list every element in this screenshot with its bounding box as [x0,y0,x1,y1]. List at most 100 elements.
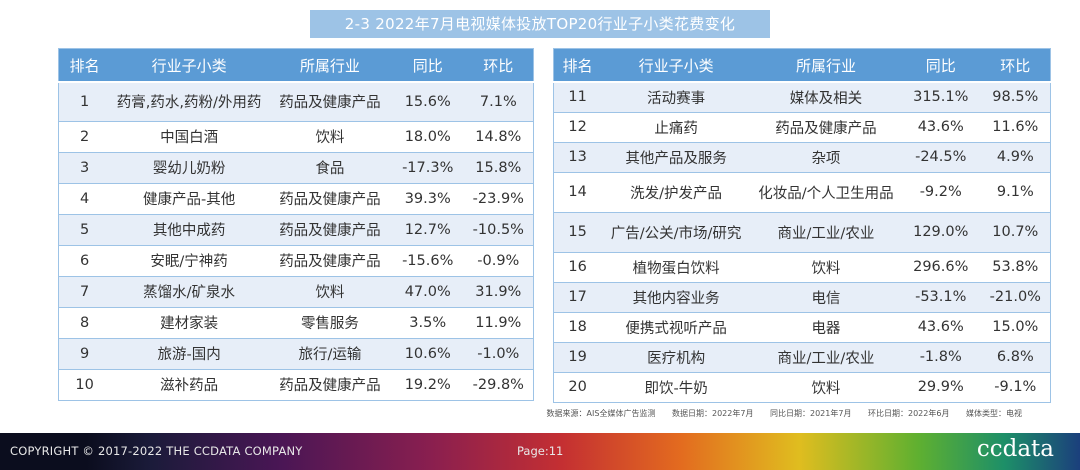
cell-mom: 4.9% [996,149,1034,165]
page-title: 2-3 2022年7月电视媒体投放TOP20行业子小类花费变化 [310,10,770,38]
table-row: 3 婴幼儿奶粉 食品 -17.3% 15.8% [58,152,534,183]
table-row: 15 广告/公关/市场/研究 商业/工业/农业 129.0% 10.7% [553,212,1051,252]
cell-yoy: 43.6% [917,119,964,135]
header-mom: 环比 [980,48,1051,83]
table-row: 9 旅游-国内 旅行/运输 10.6% -1.0% [58,338,534,369]
header-subcategory: 行业子小类 [110,48,269,83]
data-date-text: 数据日期：2022年7月 [672,409,754,418]
table-row: 5 其他中成药 药品及健康产品 12.7% -10.5% [58,214,534,245]
cell-yoy: -24.5% [915,149,967,165]
media-type-text: 媒体类型：电视 [966,409,1022,418]
cell-yoy: 19.2% [404,376,451,393]
cell-rank: 19 [568,349,587,365]
cell-yoy: 3.5% [409,314,447,331]
table-row: 2 中国白酒 饮料 18.0% 14.8% [58,121,534,152]
cell-subcategory: 婴幼儿奶粉 [152,161,226,177]
cell-subcategory: 中国白酒 [160,130,219,146]
cell-rank: 10 [75,376,94,393]
cell-subcategory: 药膏,药水,药粉/外用药 [116,95,262,112]
cell-yoy: 43.6% [917,319,964,335]
cell-industry: 药品及健康产品 [279,254,381,270]
cell-mom: -21.0% [989,289,1041,305]
cell-mom: 10.7% [992,224,1039,240]
ccdata-logo: ccdata [976,436,1054,462]
cell-mom: 7.1% [479,93,517,110]
cell-rank: 11 [568,89,587,106]
cell-industry: 商业/工业/农业 [777,350,875,367]
cell-industry: 旅行/运输 [298,347,362,363]
table-row: 7 蒸馏水/矿泉水 饮料 47.0% 31.9% [58,276,534,307]
source-note: 数据来源：AIS全媒体广告监测 数据日期：2022年7月 同比日期：2021年7… [533,408,1022,419]
table-row: 16 植物蛋白饮料 饮料 296.6% 53.8% [553,252,1051,282]
cell-yoy: 129.0% [913,224,969,240]
cell-yoy: 315.1% [913,89,969,106]
cell-yoy: 10.6% [404,345,451,362]
header-subcategory: 行业子小类 [601,48,752,83]
cell-rank: 1 [79,93,90,110]
cell-subcategory: 其他产品及服务 [625,150,727,167]
cell-industry: 药品及健康产品 [279,378,381,394]
cell-mom: 14.8% [475,128,522,145]
cell-mom: 9.1% [996,184,1034,200]
cell-yoy: 29.9% [917,379,964,395]
cell-subcategory: 其他内容业务 [632,290,720,307]
header-industry: 所属行业 [268,48,392,83]
cell-yoy: -1.8% [919,349,962,365]
cell-mom: -23.9% [472,190,524,207]
cell-rank: 20 [568,379,587,395]
cell-mom: 11.6% [992,119,1039,135]
ranking-table-right: 排名 行业子小类 所属行业 同比 环比 11 活动赛事 媒体及相关 315.1% 98.… [553,48,1051,403]
cell-yoy: 18.0% [404,128,451,145]
table-row: 18 便携式视听产品 电器 43.6% 15.0% [553,312,1051,342]
cell-industry: 药品及健康产品 [279,192,381,208]
cell-rank: 16 [568,259,587,275]
cell-industry: 饮料 [315,130,345,146]
cell-rank: 13 [568,149,587,165]
cell-mom: -10.5% [472,221,524,238]
table-row: 1 药膏,药水,药粉/外用药 药品及健康产品 15.6% 7.1% [58,82,534,121]
cell-yoy: -15.6% [402,252,454,269]
header-industry: 所属行业 [751,48,901,83]
cell-rank: 7 [79,283,90,300]
header-yoy: 同比 [391,48,464,83]
cell-industry: 电器 [811,320,841,337]
cell-mom: 11.9% [475,314,522,331]
cell-subcategory: 活动赛事 [647,90,706,107]
cell-rank: 12 [568,119,587,135]
cell-subcategory: 医疗机构 [647,350,706,367]
cell-mom: 15.8% [475,159,522,176]
cell-industry: 电信 [811,290,841,307]
cell-rank: 8 [79,314,90,331]
cell-subcategory: 便携式视听产品 [625,320,727,337]
cell-subcategory: 洗发/护发产品 [630,185,723,202]
ranking-table-left: 排名 行业子小类 所属行业 同比 环比 1 药膏,药水,药粉/外用药 药品及健康产品… [58,48,534,401]
cell-subcategory: 广告/公关/市场/研究 [610,225,742,242]
cell-rank: 17 [568,289,587,305]
cell-subcategory: 其他中成药 [152,223,226,239]
cell-mom: 31.9% [475,283,522,300]
cell-rank: 15 [568,224,587,240]
yoy-date-text: 同比日期：2021年7月 [770,409,852,418]
header-rank: 排名 [58,48,111,83]
table-row: 8 建材家装 零售服务 3.5% 11.9% [58,307,534,338]
table-body-right: 11 活动赛事 媒体及相关 315.1% 98.5% 12 止痛药 药品及健康产品 43.6% 1… [553,82,1051,402]
table-row: 12 止痛药 药品及健康产品 43.6% 11.6% [553,112,1051,142]
mom-date-text: 环比日期：2022年6月 [868,409,950,418]
cell-yoy: -9.2% [919,184,962,200]
table-row: 13 其他产品及服务 杂项 -24.5% 4.9% [553,142,1051,172]
cell-industry: 商业/工业/农业 [777,225,875,242]
cell-subcategory: 即饮-牛奶 [644,380,708,397]
cell-industry: 药品及健康产品 [279,223,381,239]
cell-mom: -1.0% [477,345,520,362]
cell-rank: 18 [568,319,587,335]
footer-bar: COPYRIGHT © 2017-2022 THE CCDATA COMPANY… [0,433,1080,470]
cell-rank: 9 [79,345,90,362]
table-row: 17 其他内容业务 电信 -53.1% -21.0% [553,282,1051,312]
cell-mom: 6.8% [996,349,1034,365]
cell-subcategory: 滋补药品 [160,378,219,394]
cell-rank: 6 [79,252,90,269]
cell-yoy: 296.6% [913,259,969,275]
cell-rank: 4 [79,190,90,207]
cell-yoy: 39.3% [404,190,451,207]
cell-rank: 2 [79,128,90,145]
